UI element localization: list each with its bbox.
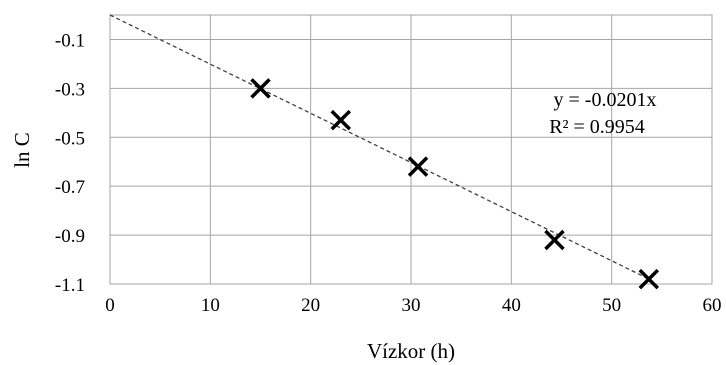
x-tick-label: 30 bbox=[402, 295, 421, 316]
y-tick-labels: -0.1 -0.3 -0.5 -0.7 -0.9 -1.1 bbox=[55, 30, 85, 296]
x-tick-label: 10 bbox=[201, 295, 220, 316]
x-tick-labels: 0 10 20 30 40 50 60 bbox=[105, 295, 721, 316]
y-tick-label: -0.1 bbox=[55, 30, 85, 51]
x-tick-label: 40 bbox=[502, 295, 521, 316]
y-tick-label: -0.9 bbox=[55, 226, 85, 247]
x-tick-label: 20 bbox=[301, 295, 320, 316]
grid bbox=[109, 14, 713, 285]
data-points bbox=[250, 78, 660, 290]
x-tick-label: 60 bbox=[703, 295, 722, 316]
data-point bbox=[407, 156, 429, 177]
trendline-line bbox=[109, 14, 650, 280]
x-tick-label: 50 bbox=[602, 295, 621, 316]
x-axis-title: Vízkor (h) bbox=[367, 339, 455, 363]
y-tick-label: -0.5 bbox=[55, 128, 85, 149]
x-tick-label: 0 bbox=[105, 295, 115, 316]
y-tick-label: -1.1 bbox=[55, 275, 85, 296]
data-point bbox=[250, 78, 271, 99]
trendline-r-squared: R² = 0.9954 bbox=[549, 116, 645, 138]
y-tick-label: -0.7 bbox=[55, 177, 85, 198]
data-point bbox=[544, 229, 565, 251]
data-point bbox=[330, 109, 352, 131]
y-axis-title: ln C bbox=[10, 132, 34, 168]
trendline-equation: y = -0.0201x bbox=[554, 89, 657, 111]
y-tick-label: -0.3 bbox=[55, 79, 85, 100]
trendline bbox=[109, 14, 650, 280]
data-point bbox=[638, 268, 660, 290]
